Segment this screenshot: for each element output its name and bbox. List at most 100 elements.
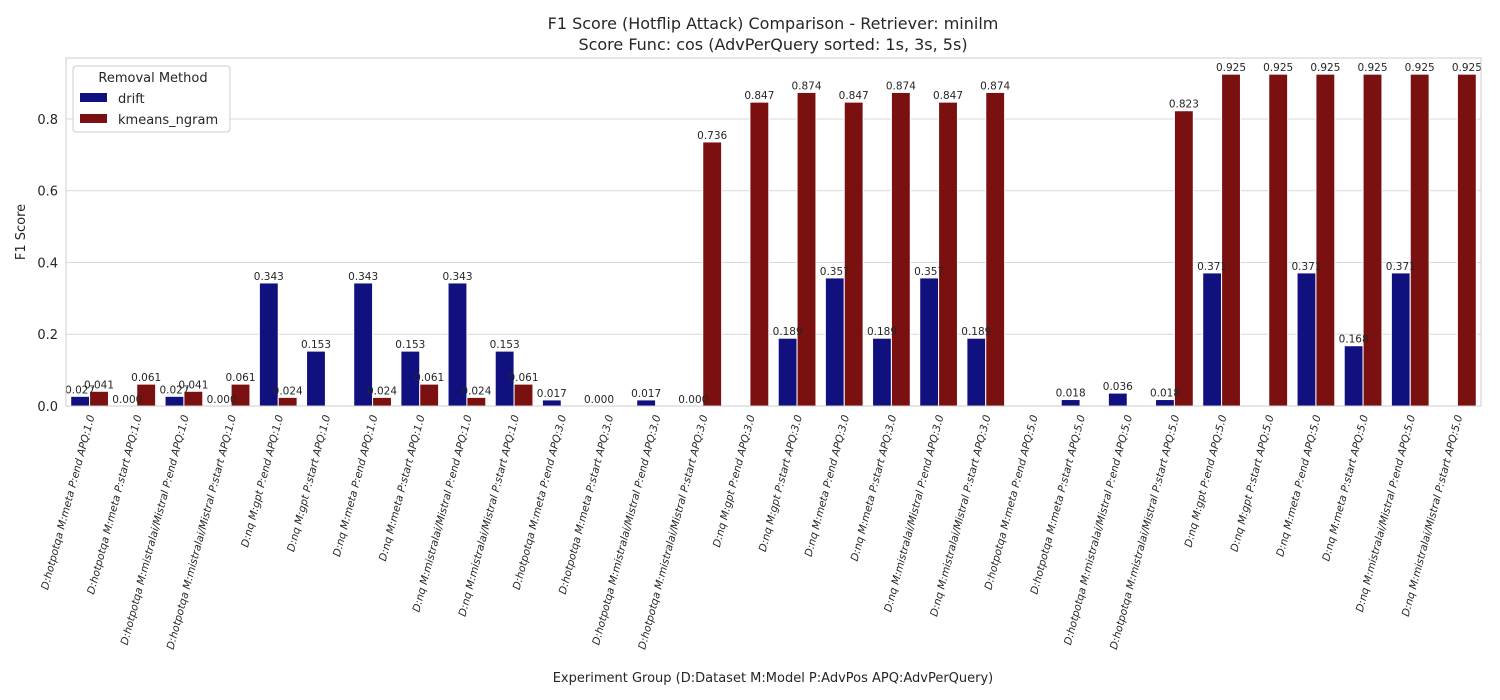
- chart-subtitle: Score Func: cos (AdvPerQuery sorted: 1s,…: [578, 35, 967, 54]
- data-label: 0.874: [980, 80, 1010, 92]
- legend-label-drift: drift: [118, 92, 145, 107]
- data-label: 0.153: [301, 339, 331, 351]
- data-label: 0.874: [791, 80, 821, 92]
- bar-kmeans-ngram: [1221, 73, 1241, 407]
- data-label: 0.018: [1150, 388, 1180, 400]
- data-label: 0.027: [159, 384, 189, 396]
- bar-kmeans-ngram: [985, 91, 1006, 407]
- data-label: 0.168: [1339, 334, 1369, 346]
- bar-drift: [1343, 345, 1364, 407]
- bar-drift: [919, 277, 940, 407]
- bar-kmeans-ngram: [890, 91, 911, 407]
- bar-kmeans-ngram: [702, 141, 723, 407]
- data-label: 0.061: [508, 372, 538, 384]
- bar-kmeans-ngram: [1456, 73, 1477, 407]
- data-label: 0.847: [839, 90, 869, 102]
- bar-drift: [966, 337, 987, 407]
- bar-kmeans-ngram: [749, 101, 770, 407]
- data-label: 0.017: [631, 388, 661, 400]
- bar-drift: [541, 399, 562, 407]
- bar-kmeans-ngram: [513, 383, 534, 407]
- bar-drift: [1202, 272, 1223, 407]
- data-label: 0.343: [442, 271, 472, 283]
- legend-label-kmeans-ngram: kmeans_ngram: [118, 113, 218, 128]
- y-tick-label: 0.0: [37, 400, 58, 415]
- data-label: 0.343: [254, 271, 284, 283]
- data-label: 0.357: [820, 266, 850, 278]
- bar-drift: [1155, 399, 1175, 407]
- data-label: 0.000: [584, 394, 614, 406]
- bar-drift: [1390, 272, 1411, 407]
- legend-swatch-kmeans-ngram: [80, 114, 107, 123]
- bar-kmeans-ngram: [796, 91, 817, 407]
- bar-kmeans-ngram: [466, 396, 487, 407]
- data-label: 0.061: [225, 372, 255, 384]
- data-label: 0.041: [178, 379, 208, 391]
- data-label: 0.018: [1056, 388, 1086, 400]
- data-label: 0.925: [1405, 62, 1435, 74]
- data-label: 0.371: [1386, 261, 1416, 273]
- bar-kmeans-ngram: [1362, 73, 1383, 407]
- data-label: 0.371: [1291, 261, 1321, 273]
- data-label: 0.925: [1216, 62, 1246, 74]
- data-label: 0.189: [961, 326, 991, 338]
- data-label: 0.000: [207, 394, 237, 406]
- data-label: 0.925: [1263, 62, 1293, 74]
- data-labels: 0.027 0.000 0.027 0.000 0.343 0.153 0.343 0.153…: [65, 62, 1482, 406]
- data-label: 0.024: [461, 385, 491, 397]
- y-axis-label: F1 Score: [14, 204, 29, 260]
- data-label: 0.847: [933, 90, 963, 102]
- bar-kmeans-ngram: [1409, 73, 1430, 407]
- data-label: 0.027: [65, 384, 95, 396]
- y-tick-labels: 0.0 0.2 0.4 0.6 0.8: [37, 113, 58, 415]
- bar-kmeans-ngram: [372, 396, 392, 407]
- bar-drift: [1296, 272, 1317, 407]
- bar-drift: [1107, 392, 1128, 407]
- data-label: 0.017: [537, 388, 567, 400]
- bar-kmeans-ngram: [1315, 73, 1336, 407]
- data-label: 0.925: [1452, 62, 1482, 74]
- y-tick-label: 0.8: [37, 113, 58, 128]
- data-label: 0.189: [773, 326, 803, 338]
- bar-drift: [70, 395, 91, 407]
- data-label: 0.847: [744, 90, 774, 102]
- bar-kmeans-ngram: [419, 383, 440, 407]
- data-label: 0.041: [84, 379, 114, 391]
- bar-drift: [777, 337, 798, 407]
- data-label: 0.153: [395, 339, 425, 351]
- data-label: 0.823: [1169, 99, 1199, 111]
- data-label: 0.036: [1103, 381, 1133, 393]
- data-label: 0.024: [367, 385, 397, 397]
- data-label: 0.736: [697, 130, 727, 142]
- bar-drift: [164, 395, 185, 407]
- bar-kmeans-ngram: [1268, 73, 1289, 407]
- data-label: 0.343: [348, 271, 378, 283]
- bar-kmeans-ngram: [277, 396, 298, 407]
- bar-drift: [636, 399, 657, 407]
- data-label: 0.925: [1357, 62, 1387, 74]
- legend-swatch-drift: [80, 93, 107, 102]
- bar-drift: [824, 277, 845, 407]
- legend-title: Removal Method: [98, 71, 207, 86]
- data-label: 0.874: [886, 80, 916, 92]
- data-label: 0.061: [414, 372, 444, 384]
- data-label: 0.153: [490, 339, 520, 351]
- plot-frame: [65, 57, 1482, 407]
- legend-box: [72, 65, 231, 133]
- data-label: 0.925: [1310, 62, 1340, 74]
- data-label: 0.000: [678, 394, 708, 406]
- y-tick-label: 0.4: [37, 256, 58, 271]
- bar-kmeans-ngram: [843, 101, 864, 407]
- bar-drift: [872, 337, 892, 407]
- data-label: 0.000: [112, 394, 142, 406]
- y-tick-label: 0.2: [37, 328, 58, 343]
- data-label: 0.024: [273, 385, 303, 397]
- bar-drift: [306, 350, 326, 407]
- bar-drift: [1060, 399, 1081, 407]
- data-label: 0.061: [131, 372, 161, 384]
- legend: Removal Method drift kmeans_ngram: [72, 65, 231, 133]
- bars: [70, 73, 1477, 407]
- y-tick-label: 0.6: [37, 185, 58, 200]
- x-axis-label: Experiment Group (D:Dataset M:Model P:Ad…: [553, 671, 994, 686]
